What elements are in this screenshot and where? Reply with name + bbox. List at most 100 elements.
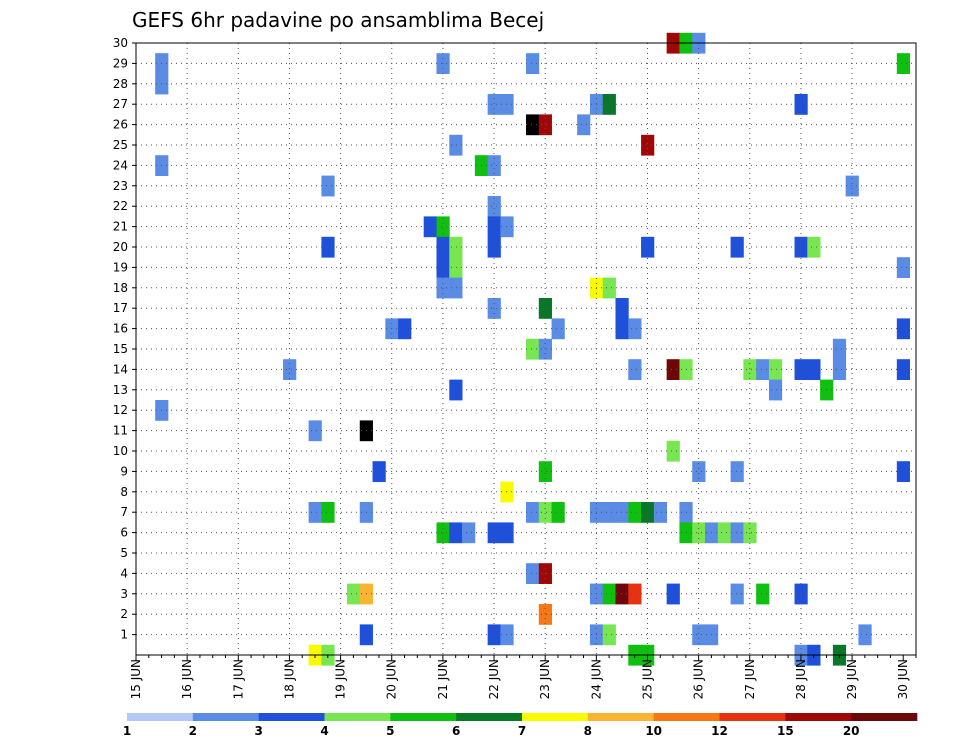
heatmap-cell bbox=[602, 502, 616, 523]
x-tick-label: 24 JUN bbox=[589, 659, 603, 699]
heatmap-cell bbox=[487, 624, 501, 646]
heatmap-cell bbox=[436, 216, 450, 238]
heatmap-cell bbox=[487, 94, 501, 115]
heatmap-cell bbox=[500, 522, 514, 544]
heatmap-cell bbox=[449, 236, 463, 258]
y-tick-label: 12 bbox=[113, 403, 128, 417]
heatmap-cell bbox=[858, 624, 872, 646]
y-tick-label: 4 bbox=[120, 566, 128, 580]
y-tick-label: 1 bbox=[120, 628, 128, 642]
heatmap-cell bbox=[602, 94, 616, 115]
heatmap-cell bbox=[807, 359, 821, 380]
heatmap-cell bbox=[628, 359, 642, 380]
heatmap-cell bbox=[756, 583, 770, 605]
y-tick-label: 23 bbox=[113, 179, 128, 193]
colorbar-label: 10 bbox=[645, 724, 662, 738]
heatmap-cell bbox=[500, 216, 514, 238]
y-tick-label: 7 bbox=[120, 505, 128, 519]
heatmap-cell bbox=[896, 359, 911, 380]
heatmap-cell bbox=[449, 277, 463, 299]
colorbar-label: 20 bbox=[843, 724, 860, 738]
y-tick-label: 20 bbox=[113, 240, 128, 254]
x-tick-label: 20 JUN bbox=[385, 659, 399, 699]
heatmap-cell bbox=[321, 175, 335, 197]
heatmap-cell bbox=[641, 134, 655, 156]
heatmap-cell bbox=[615, 318, 629, 340]
colorbar-label: 7 bbox=[518, 724, 526, 738]
y-tick-label: 21 bbox=[113, 220, 128, 234]
y-tick-label: 25 bbox=[113, 138, 128, 152]
y-tick-label: 3 bbox=[120, 587, 128, 601]
heatmap-cell bbox=[551, 502, 565, 523]
heatmap-cell bbox=[832, 359, 847, 380]
heatmap-cell bbox=[449, 134, 463, 156]
y-tick-label: 2 bbox=[120, 607, 128, 621]
x-tick-label: 17 JUN bbox=[231, 659, 245, 699]
x-tick-label: 28 JUN bbox=[794, 659, 808, 699]
y-tick-label: 26 bbox=[113, 118, 128, 132]
heatmap-cell bbox=[308, 502, 322, 523]
x-tick-label: 23 JUN bbox=[538, 659, 552, 699]
y-tick-label: 9 bbox=[120, 464, 128, 478]
y-tick-label: 22 bbox=[113, 199, 128, 213]
heatmap-cell bbox=[756, 359, 770, 380]
heatmap-cell bbox=[692, 461, 706, 482]
colorbar-label: 15 bbox=[777, 724, 794, 738]
x-tick-label: 21 JUN bbox=[436, 659, 450, 699]
y-tick-label: 5 bbox=[120, 546, 128, 560]
colorbar-swatch bbox=[390, 713, 457, 721]
heatmap-cell bbox=[743, 522, 757, 544]
y-tick-label: 8 bbox=[120, 485, 128, 499]
heatmap-cell bbox=[602, 624, 616, 646]
y-tick-label: 28 bbox=[113, 77, 128, 91]
heatmap-cell bbox=[423, 216, 437, 238]
heatmap-cell bbox=[487, 522, 501, 544]
heatmap-cell bbox=[436, 522, 450, 544]
heatmap-cell bbox=[666, 440, 680, 462]
heatmap-cell bbox=[321, 502, 335, 523]
colorbar-label: 12 bbox=[711, 724, 728, 738]
colorbar-label: 5 bbox=[386, 724, 394, 738]
heatmap-cell bbox=[602, 583, 616, 605]
heatmap-cell bbox=[398, 318, 412, 340]
y-tick-label: 17 bbox=[113, 301, 128, 315]
y-tick-label: 24 bbox=[113, 158, 128, 172]
heatmap-cell bbox=[730, 461, 744, 482]
heatmap-cell bbox=[666, 583, 680, 605]
colorbar-swatch bbox=[785, 713, 852, 721]
heatmap-cell bbox=[526, 114, 540, 136]
colorbar-swatch bbox=[587, 713, 654, 721]
y-tick-label: 10 bbox=[113, 444, 128, 458]
heatmap-cell bbox=[730, 583, 744, 605]
heatmap-cell bbox=[462, 522, 476, 544]
heatmap-cell bbox=[666, 359, 680, 380]
colorbar-swatch bbox=[192, 713, 259, 721]
heatmap-cell bbox=[692, 624, 706, 646]
y-tick-label: 30 bbox=[113, 36, 128, 50]
y-tick-label: 6 bbox=[120, 526, 128, 540]
y-tick-label: 18 bbox=[113, 281, 128, 295]
heatmap-cell bbox=[487, 216, 501, 238]
heatmap-cell bbox=[436, 236, 450, 258]
heatmap-cell bbox=[615, 298, 629, 319]
heatmap-cell bbox=[449, 257, 463, 278]
heatmap-cell bbox=[449, 522, 463, 544]
colorbar-swatch bbox=[456, 713, 523, 721]
heatmap-cell bbox=[743, 359, 757, 380]
colorbar-swatch bbox=[127, 713, 194, 721]
heatmap-cell bbox=[500, 624, 514, 646]
heatmap-cell bbox=[487, 196, 501, 217]
heatmap-cell bbox=[283, 359, 297, 380]
x-tick-label: 26 JUN bbox=[692, 659, 706, 699]
heatmap-cell bbox=[628, 502, 642, 523]
heatmap-cell bbox=[628, 583, 642, 605]
colorbar-label: 8 bbox=[584, 724, 592, 738]
x-axis-ticks: 15 JUN 16 JUN 17 JUN 18 JUN 19 JUN 20 JUN 21 J… bbox=[129, 655, 917, 699]
heatmap-cell bbox=[321, 236, 335, 258]
colorbar-swatch bbox=[653, 713, 720, 721]
heatmap-cell bbox=[500, 94, 514, 115]
colorbar-label: 4 bbox=[320, 724, 328, 738]
colorbar: 1 2 3 4 5 6 7 8 10 12 15 20 bbox=[123, 713, 918, 738]
colorbar-label: 3 bbox=[254, 724, 262, 738]
